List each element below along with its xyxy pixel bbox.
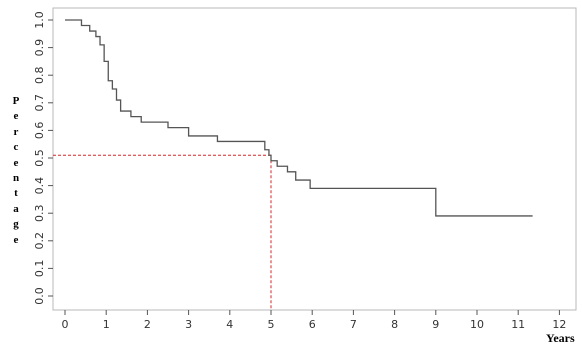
y-axis-label-letter: t [14,187,18,200]
y-tick-label: 0.6 [33,122,46,140]
axes [52,7,577,311]
x-tick-label: 11 [511,318,525,331]
y-tick-label: 0.5 [33,149,46,167]
y-tick-label: 0.9 [33,39,46,57]
y-tick-label: 0.0 [33,287,46,305]
x-tick-label: 8 [391,318,398,331]
x-tick-label: 10 [470,318,484,331]
y-axis-label-letter: n [12,172,20,185]
x-tick-label: 3 [185,318,192,331]
survival-curve [65,19,533,217]
y-axis-label-letter: P [12,95,20,107]
y-axis-label-letter: r [13,125,19,138]
y-axis-label-letter: e [13,156,19,169]
ticks: 0 1 2 3 4 5 6 7 8 9 10 11 120.00.10.20.30.40.50.60.7… [33,11,566,331]
x-tick-label: 5 [268,318,275,331]
y-axis-label-letter: e [13,233,19,246]
x-tick-label: 4 [226,318,233,331]
x-tick-label: 6 [309,318,316,331]
y-axis-label-letter: g [13,218,19,231]
y-tick-label: 0.1 [33,260,46,278]
y-axis-label-letter: e [13,110,19,123]
plot-frame [52,7,577,311]
x-tick-label: 2 [144,318,151,331]
y-tick-label: 0.2 [33,232,46,250]
x-tick-label: 1 [103,318,110,331]
y-axis-label-letter: c [13,141,19,154]
y-tick-label: 0.7 [33,94,46,112]
reference-lines [53,154,272,310]
y-tick-label: 0.3 [33,204,46,222]
x-tick-label: 7 [350,318,357,331]
x-tick-label: 9 [432,318,439,331]
y-tick-label: 0.4 [33,177,46,195]
x-tick-label: 12 [552,318,566,331]
x-tick-label: 0 [62,318,69,331]
y-axis-label-letter: a [13,202,19,215]
x-axis-label: Years [546,331,575,345]
y-tick-label: 1.0 [33,11,46,29]
y-tick-label: 0.8 [33,66,46,84]
